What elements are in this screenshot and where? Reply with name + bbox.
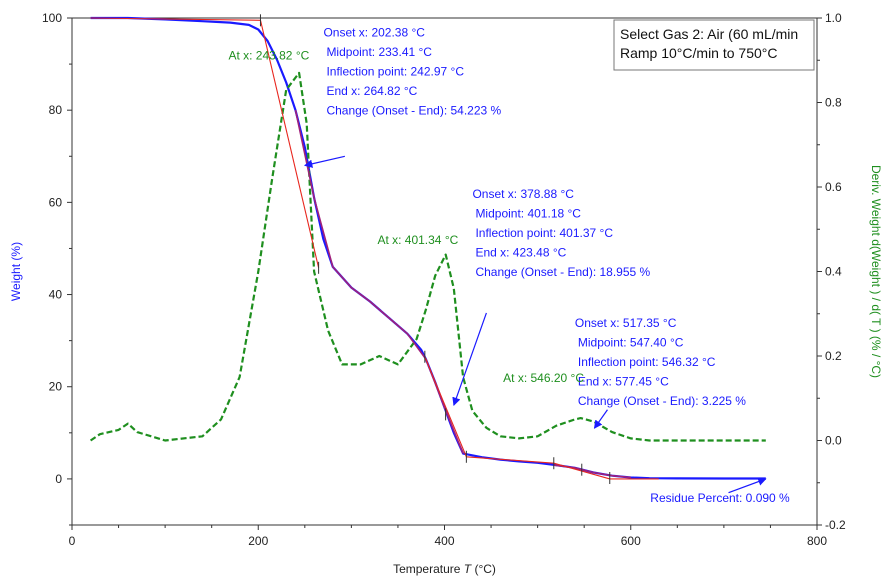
step-annotation-line: Midpoint: 401.18 °C — [475, 206, 581, 220]
plot-frame — [71, 17, 818, 526]
step-annotation-line: Onset x: 202.38 °C — [323, 25, 425, 39]
y2-tick-label: 0.4 — [825, 265, 842, 279]
y2-tick-label: 0.2 — [825, 349, 842, 363]
y2-tick-label: 1.0 — [825, 11, 842, 25]
plot-area — [89, 14, 766, 484]
legend-line: Select Gas 2: Air (60 mL/min — [620, 26, 798, 42]
x-tick-label: 800 — [807, 534, 827, 548]
step-annotation-line: Midpoint: 233.41 °C — [326, 45, 432, 59]
step-annotation-line: Inflection point: 401.37 °C — [475, 226, 613, 240]
step-annotation-line: Change (Onset - End): 54.223 % — [326, 103, 501, 117]
step-annotation-line: Inflection point: 546.32 °C — [578, 355, 716, 369]
legend-line: Ramp 10°C/min to 750°C — [620, 45, 778, 61]
tangent-line — [553, 462, 659, 480]
step-annotation-line: Midpoint: 547.40 °C — [578, 335, 684, 349]
y-tick-label: 100 — [42, 11, 62, 25]
step-overlay-line — [294, 110, 464, 454]
y2-tick-label: -0.2 — [825, 518, 846, 532]
annotation-arrow — [452, 312, 487, 406]
step-annotation-line: Change (Onset - End): 3.225 % — [578, 394, 746, 408]
step-annotation-line: Change (Onset - End): 18.955 % — [475, 265, 650, 279]
y2-tick-label: 0.0 — [825, 434, 842, 448]
x-axis-label: Temperature T (°C) — [393, 562, 496, 576]
peak-label: At x: 401.34 °C — [377, 233, 458, 247]
x-tick-label: 400 — [434, 534, 454, 548]
step-annotation-line: End x: 577.45 °C — [578, 374, 669, 388]
y-tick-label: 60 — [49, 195, 63, 209]
y-tick-label: 80 — [49, 103, 63, 117]
y-axis-label: Weight (%) — [9, 242, 23, 301]
y-tick-label: 0 — [55, 472, 62, 486]
legend-box — [613, 19, 815, 71]
step-annotation-line: End x: 264.82 °C — [326, 84, 417, 98]
peak-label: At x: 546.20 °C — [503, 371, 584, 385]
x-tick-label: 600 — [621, 534, 641, 548]
step-annotation-line: Inflection point: 242.97 °C — [326, 64, 464, 78]
residue-label: Residue Percent: 0.090 % — [650, 491, 790, 505]
derivative-weight-line — [89, 71, 766, 442]
annotation-arrow — [303, 155, 345, 168]
y2-tick-label: 0.6 — [825, 180, 842, 194]
step-annotation-line: Onset x: 517.35 °C — [575, 316, 677, 330]
axes-group: 0 200 400 600 800 0 20 40 60 80 100 -0.2 0.0 0.2 0.4 0.… — [9, 11, 883, 576]
step-annotation-line: Onset x: 378.88 °C — [472, 187, 574, 201]
x-tick-label: 0 — [69, 534, 76, 548]
peak-label: At x: 243.82 °C — [228, 48, 309, 62]
annotation-arrow — [593, 409, 608, 429]
annotation-group: Onset x: 202.38 °C Midpoint: 233.41 °C Inf… — [228, 19, 815, 505]
step-annotation-line: End x: 423.48 °C — [475, 245, 566, 259]
y-tick-label: 40 — [49, 288, 63, 302]
x-tick-label: 200 — [248, 534, 268, 548]
y2-axis-label: Deriv. Weight d(Weight ) / d( T ) (% / °… — [869, 165, 883, 378]
weight-line — [90, 16, 766, 480]
y2-tick-label: 0.8 — [825, 96, 842, 110]
y-tick-label: 20 — [49, 380, 63, 394]
annotation-arrow — [728, 477, 767, 494]
